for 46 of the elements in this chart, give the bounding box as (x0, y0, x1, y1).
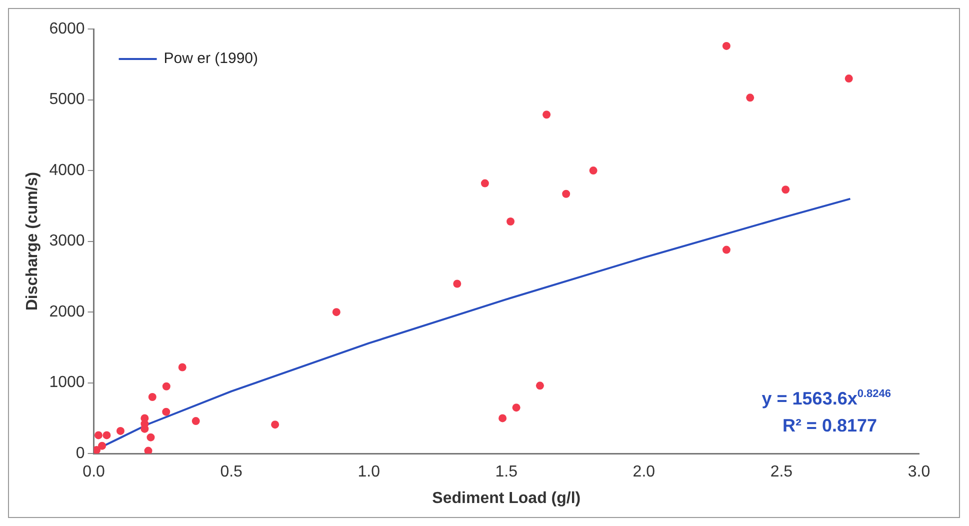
x-tick-label: 0.5 (220, 464, 243, 481)
y-tick-label: 5000 (49, 91, 85, 108)
point (116, 426, 124, 435)
point (782, 186, 790, 194)
point (536, 382, 544, 390)
point (512, 404, 520, 412)
x-tick-label: 0.0 (82, 464, 106, 481)
point (144, 446, 152, 454)
point (480, 179, 489, 188)
point (722, 246, 730, 254)
point (162, 382, 170, 390)
point (746, 94, 754, 102)
y-axis-title: Discharge (cum/s) (24, 172, 42, 311)
point (542, 110, 551, 119)
point (192, 417, 200, 426)
point (102, 431, 111, 440)
point (178, 363, 186, 372)
point (146, 433, 155, 442)
y-tick-label: 3000 (49, 232, 85, 250)
x-axis-title: Sediment Load (g/l) (432, 490, 581, 507)
x-tick-label: 2.5 (770, 464, 793, 481)
point (148, 392, 156, 401)
point (506, 217, 515, 226)
point (498, 414, 507, 422)
annotation: R² = 0.8177 (782, 416, 877, 436)
x-tick-label: 1.5 (495, 464, 518, 481)
point (562, 190, 570, 198)
point (844, 74, 853, 83)
point (722, 42, 730, 50)
point (589, 166, 598, 175)
y-tick-label: 0 (76, 445, 85, 462)
y-tick-label: 6000 (49, 20, 85, 38)
point (94, 446, 101, 454)
legend-label: Pow er (1990) (164, 50, 258, 68)
x-tick-label: 3.0 (908, 464, 930, 481)
point (94, 431, 102, 440)
point (162, 408, 170, 416)
x-tick-label: 1.0 (358, 464, 380, 481)
y-tick-label: 4000 (49, 162, 85, 179)
y-tick-label: 2000 (49, 303, 85, 320)
point (98, 442, 106, 450)
point (332, 308, 340, 316)
point (453, 280, 462, 288)
point (271, 420, 280, 429)
x-tick-label: 2.0 (632, 464, 656, 481)
y-tick-label: 1000 (49, 374, 85, 392)
